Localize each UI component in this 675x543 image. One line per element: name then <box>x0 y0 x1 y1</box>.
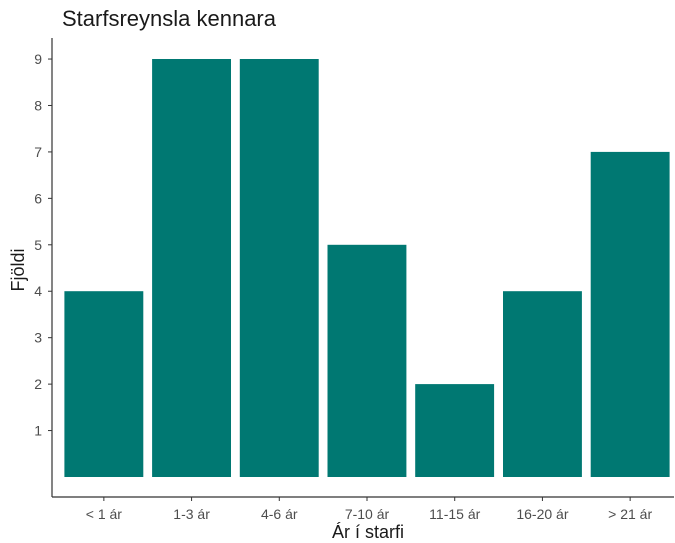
y-tick-label: 9 <box>34 51 42 67</box>
y-tick-label: 6 <box>34 190 42 206</box>
bars-group <box>64 59 670 477</box>
x-tick-label: 1-3 ár <box>173 506 210 522</box>
x-tick-label: 11-15 ár <box>429 506 480 522</box>
bar-2 <box>239 59 319 477</box>
chart-title: Starfsreynsla kennara <box>62 6 277 31</box>
y-tick-label: 7 <box>34 144 42 160</box>
y-tick-label: 8 <box>34 97 42 113</box>
bar-0 <box>64 291 144 477</box>
x-tick-label: < 1 ár <box>86 506 123 522</box>
y-tick-label: 3 <box>34 330 42 346</box>
y-axis-ticks: 1 2 3 4 5 6 7 8 9 <box>34 51 52 439</box>
bar-1 <box>152 59 231 477</box>
y-tick-label: 1 <box>34 423 42 439</box>
bar-4 <box>415 384 495 477</box>
bar-6 <box>590 151 670 477</box>
bar-3 <box>327 244 407 477</box>
x-tick-label: 7-10 ár <box>345 506 390 522</box>
x-axis-label: Ár í starfi <box>332 522 404 542</box>
y-tick-label: 4 <box>34 283 42 299</box>
x-tick-label: > 21 ár <box>608 506 652 522</box>
y-tick-label: 2 <box>34 376 42 392</box>
y-axis-label: Fjöldi <box>8 248 28 291</box>
x-axis-ticks: < 1 ár 1-3 ár 4-6 ár 7-10 ár 11-15 ár 16-20 á… <box>86 497 652 522</box>
x-tick-label: 16-20 ár <box>516 506 568 522</box>
y-tick-label: 5 <box>34 237 42 253</box>
x-tick-label: 4-6 ár <box>261 506 298 522</box>
bar-5 <box>503 291 582 477</box>
